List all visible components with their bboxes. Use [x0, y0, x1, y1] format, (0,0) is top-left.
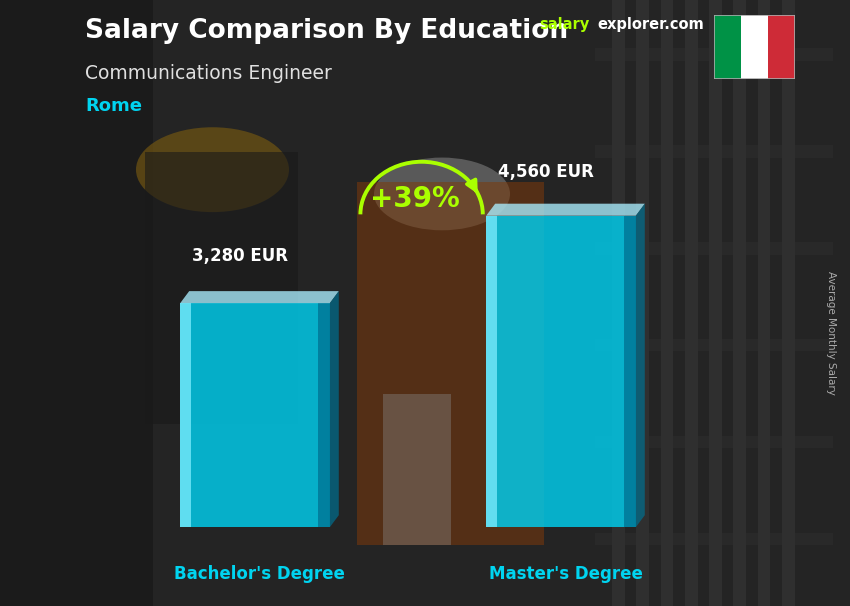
- Text: 4,560 EUR: 4,560 EUR: [498, 163, 594, 181]
- Bar: [624, 216, 636, 527]
- Text: Master's Degree: Master's Degree: [489, 565, 643, 583]
- FancyBboxPatch shape: [382, 394, 450, 545]
- Bar: [768, 15, 795, 79]
- Bar: [180, 303, 330, 527]
- FancyBboxPatch shape: [595, 48, 833, 61]
- FancyBboxPatch shape: [144, 152, 298, 424]
- Bar: [318, 303, 330, 527]
- Bar: [486, 216, 496, 527]
- Text: Bachelor's Degree: Bachelor's Degree: [174, 565, 345, 583]
- Bar: [741, 15, 768, 79]
- Bar: [180, 303, 190, 527]
- FancyBboxPatch shape: [595, 533, 833, 545]
- Text: explorer.com: explorer.com: [598, 17, 705, 32]
- FancyBboxPatch shape: [595, 436, 833, 448]
- Text: Communications Engineer: Communications Engineer: [85, 64, 332, 82]
- Polygon shape: [486, 204, 645, 216]
- Text: Average Monthly Salary: Average Monthly Salary: [826, 271, 836, 395]
- Text: 3,280 EUR: 3,280 EUR: [192, 247, 288, 265]
- FancyBboxPatch shape: [612, 0, 625, 606]
- Text: salary: salary: [540, 17, 590, 32]
- FancyBboxPatch shape: [595, 145, 833, 158]
- FancyBboxPatch shape: [757, 0, 770, 606]
- FancyBboxPatch shape: [595, 339, 833, 351]
- Bar: [714, 15, 741, 79]
- FancyBboxPatch shape: [709, 0, 722, 606]
- FancyBboxPatch shape: [357, 182, 544, 545]
- FancyBboxPatch shape: [0, 0, 153, 606]
- Polygon shape: [180, 291, 339, 303]
- Text: Salary Comparison By Education: Salary Comparison By Education: [85, 18, 568, 44]
- Ellipse shape: [374, 158, 510, 230]
- Ellipse shape: [136, 127, 289, 212]
- Polygon shape: [636, 204, 645, 527]
- FancyBboxPatch shape: [782, 0, 795, 606]
- FancyBboxPatch shape: [637, 0, 649, 606]
- Text: +39%: +39%: [370, 185, 460, 213]
- FancyBboxPatch shape: [595, 242, 833, 255]
- Polygon shape: [330, 291, 339, 527]
- FancyBboxPatch shape: [685, 0, 698, 606]
- FancyBboxPatch shape: [660, 0, 673, 606]
- FancyBboxPatch shape: [734, 0, 746, 606]
- Bar: [486, 216, 636, 527]
- Text: Rome: Rome: [85, 97, 142, 115]
